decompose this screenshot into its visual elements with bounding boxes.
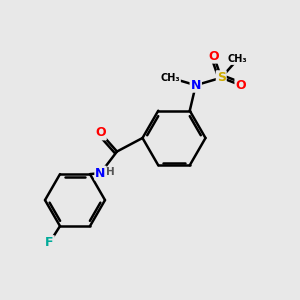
Text: N: N xyxy=(95,167,106,180)
Text: O: O xyxy=(95,126,106,140)
Text: H: H xyxy=(106,167,115,177)
Text: S: S xyxy=(217,71,226,84)
Text: O: O xyxy=(236,79,246,92)
Text: N: N xyxy=(190,79,201,92)
Text: O: O xyxy=(208,50,219,63)
Text: CH₃: CH₃ xyxy=(228,54,248,64)
Text: CH₃: CH₃ xyxy=(160,73,180,83)
Text: F: F xyxy=(45,236,54,249)
